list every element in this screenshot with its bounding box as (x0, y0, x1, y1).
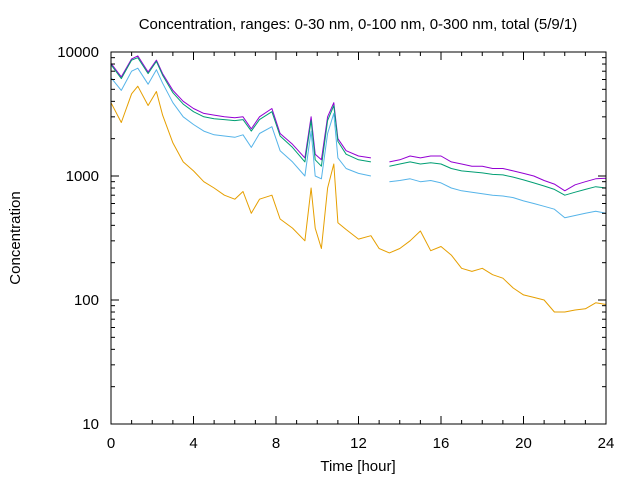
x-tick-label: 16 (433, 435, 450, 452)
tick-layer: 0 4 8 12 16 20 24 10 100 1000 10000 (57, 44, 614, 452)
x-tick-label: 4 (189, 435, 197, 452)
y-tick-label: 100 (74, 292, 99, 309)
x-tick-label: 24 (598, 435, 615, 452)
y-axis-label: Concentration (7, 191, 24, 284)
x-tick-label: 20 (515, 435, 532, 452)
y-tick-label: 10 (82, 416, 99, 433)
series-line-3 (110, 67, 607, 219)
series-line-4 (110, 85, 607, 313)
series-layer (110, 55, 607, 313)
x-axis-label: Time [hour] (320, 458, 395, 475)
x-tick-label: 8 (272, 435, 280, 452)
x-tick-label: 12 (350, 435, 367, 452)
y-tick-label: 1000 (66, 168, 99, 185)
x-tick-label: 0 (107, 435, 115, 452)
series-line-1 (110, 55, 607, 192)
chart-title: Concentration, ranges: 0-30 nm, 0-100 nm… (139, 16, 578, 33)
series-line-2 (110, 57, 607, 196)
y-tick-label: 10000 (57, 44, 99, 61)
